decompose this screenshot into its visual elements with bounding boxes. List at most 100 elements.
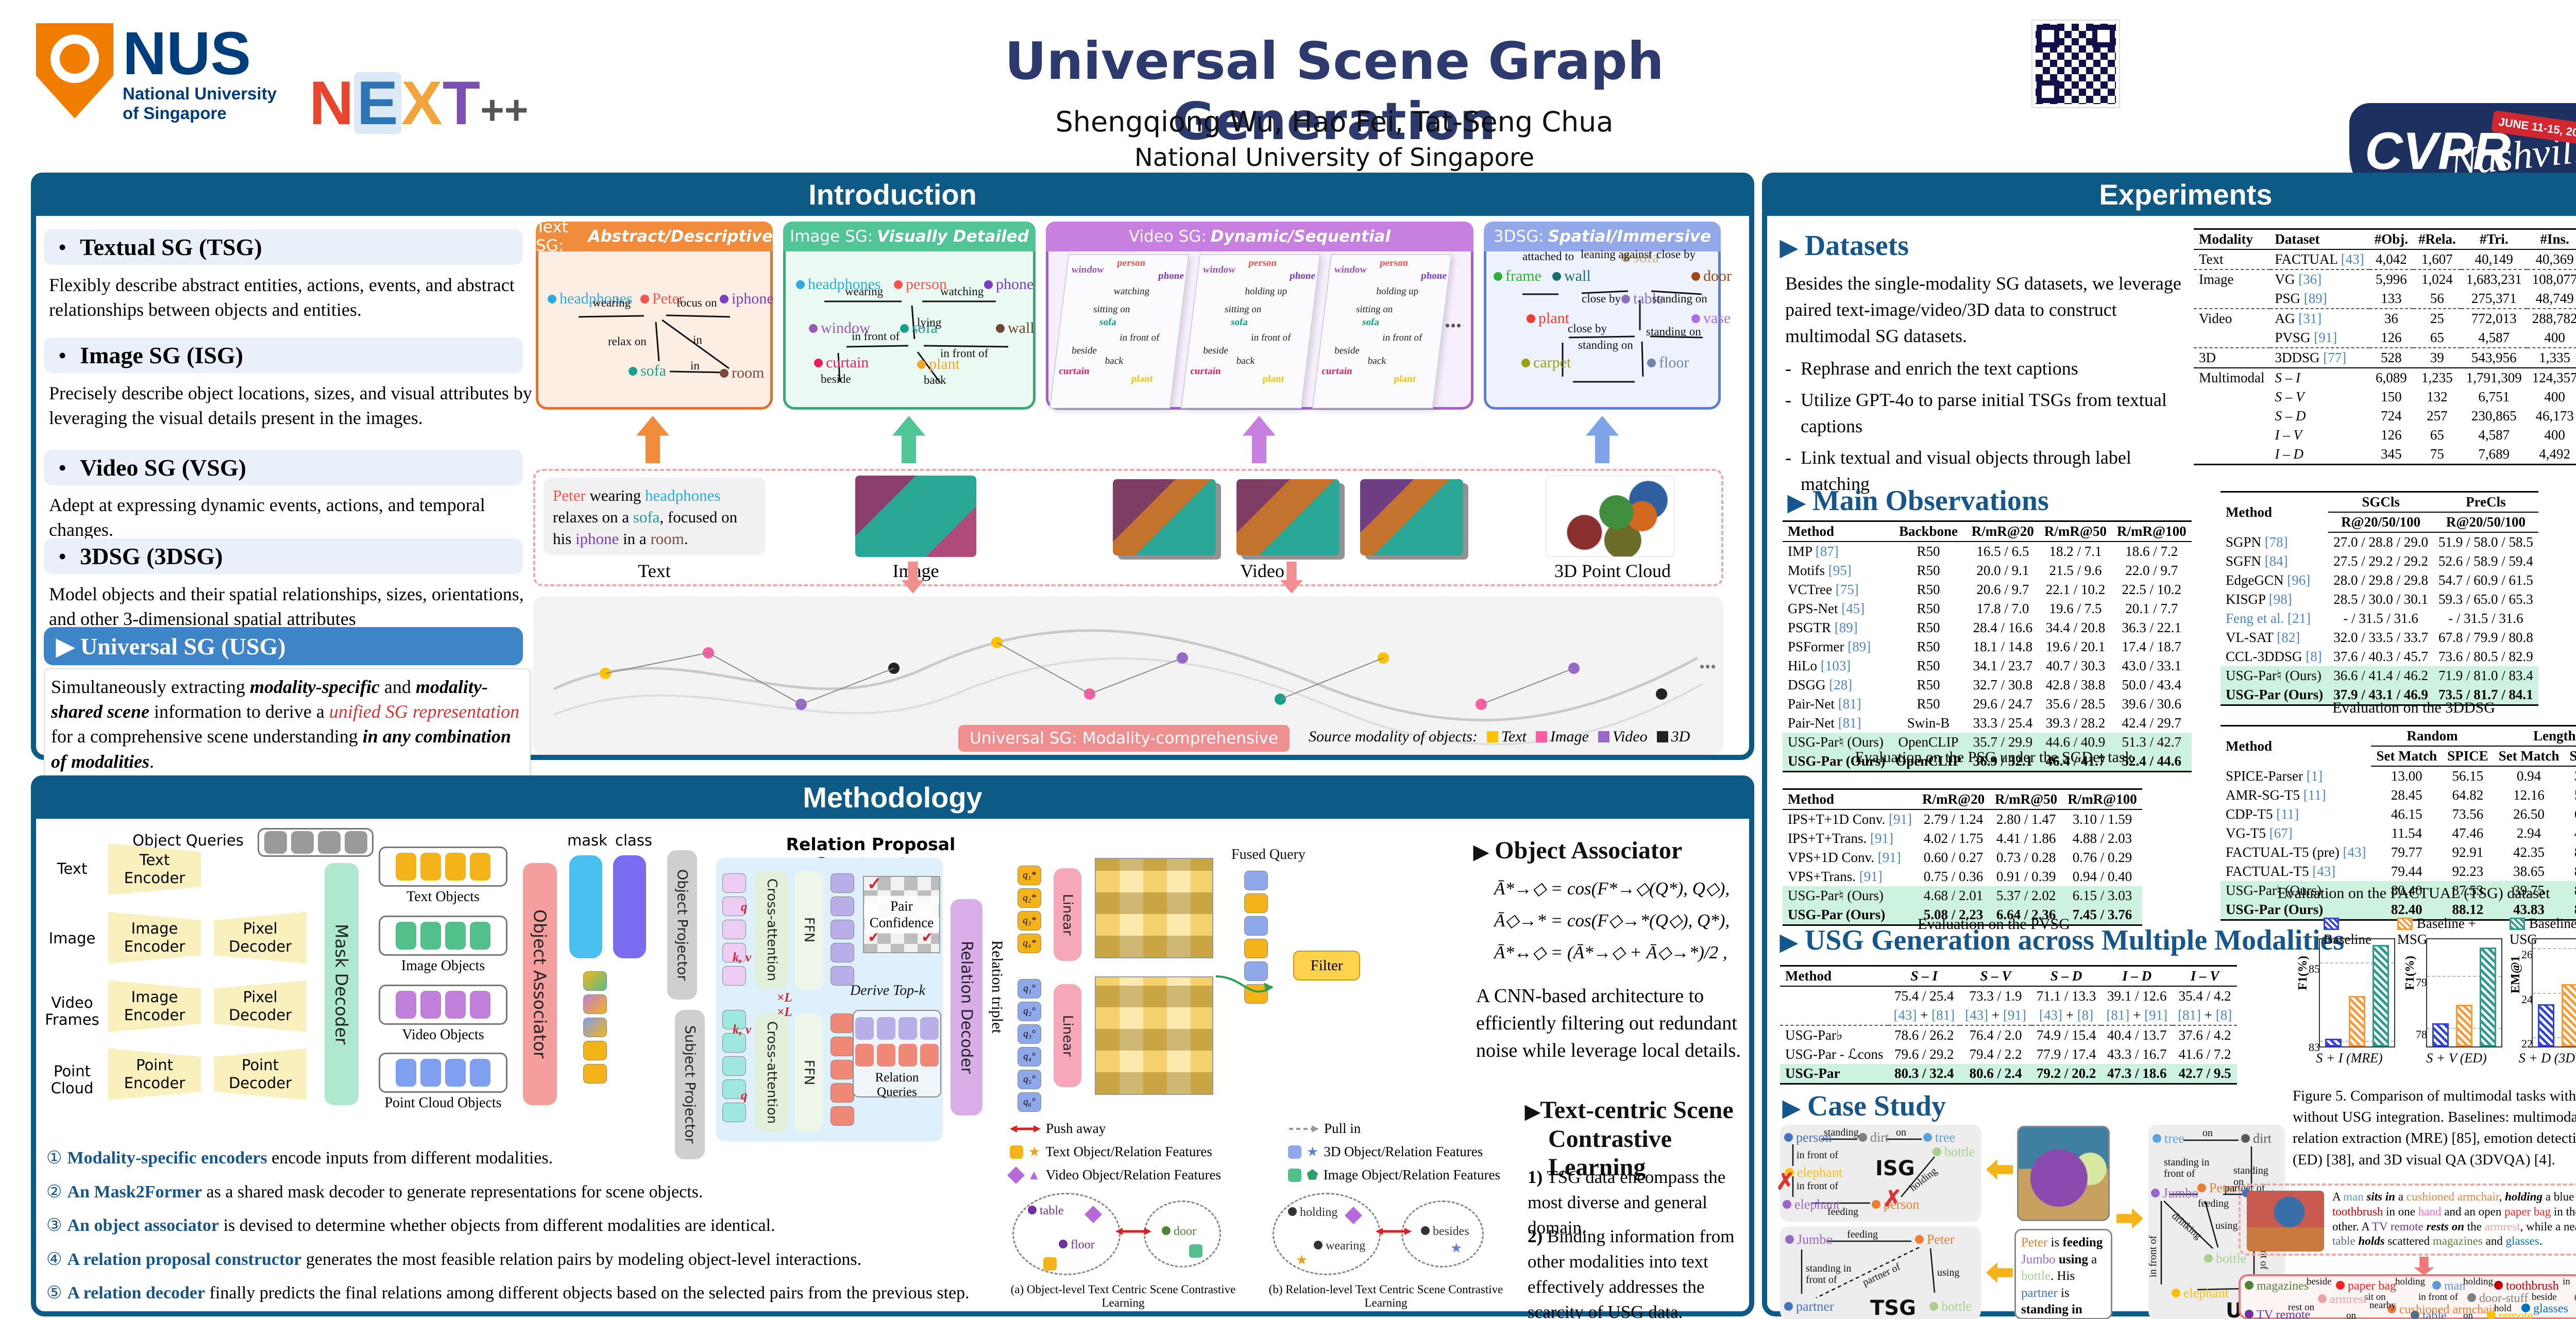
graph-node: dirt xyxy=(2241,1131,2272,1146)
threedsg-panel: 3DSG: Spatial/Immersive frame wall sofa d… xyxy=(1484,222,1732,410)
case-center-text: Peter is feeding Jumbo using a bottle. H… xyxy=(2014,1229,2112,1319)
table-row: FACTUAL-T5 (pre) [43]79.7792.9142.3582.4… xyxy=(2226,844,2576,860)
contrastive-b-circle-1 xyxy=(1273,1193,1381,1275)
text-sample: Peter wearing headphones relaxes on a so… xyxy=(544,478,765,555)
intro-item-vsg-desc: Adept at expressing dynamic events, acti… xyxy=(49,495,485,540)
bar xyxy=(2538,1004,2554,1046)
edge-label: in xyxy=(690,359,700,372)
pvsg-caption: Evaluation on the PVSG xyxy=(1918,916,2070,933)
nus-acronym: NUS xyxy=(123,20,251,88)
graph-node: person xyxy=(1872,1197,1919,1212)
edge-label: on xyxy=(2202,1127,2213,1139)
table-row: USG-Par (Ours) 37.9 / 43.1 / 46.9 73.5 / 8… xyxy=(2221,685,2538,706)
psg-table: Method Backbone R/mR@20 R/mR@50 R/mR@100 IMP … xyxy=(1783,520,2192,772)
table-row: [43] + [81] [43] + [91] [43] + [8] [81] + [… xyxy=(1780,1006,2238,1026)
edge-label: beside xyxy=(2532,1292,2557,1303)
edge-label: attached to xyxy=(1522,250,1574,263)
methodology-header: Methodology xyxy=(31,775,1754,819)
edge-label: in front of xyxy=(940,347,989,360)
graph-node: table xyxy=(2411,1309,2447,1319)
bar xyxy=(2480,948,2496,1046)
vsg-frame: window person phone sofa curtain plant holding… xyxy=(1312,254,1452,409)
table-row: USG-Par 80.3 / 32.4 80.6 / 2.4 79.2 / 20.2 4… xyxy=(1780,1064,2238,1085)
bar xyxy=(2456,1005,2472,1046)
graph-node: bottle xyxy=(2204,1251,2246,1266)
subject-projector-bar: Subject Projector xyxy=(675,1010,705,1159)
graph-node: remote xyxy=(2487,1309,2533,1319)
xl-label-2: ×L xyxy=(777,1005,792,1019)
edge-label: in front of xyxy=(1797,1180,1839,1192)
object-queries-box xyxy=(258,828,374,857)
video-frame-1 xyxy=(1113,479,1216,555)
edge-label: sit on xyxy=(2364,1292,2386,1303)
graph-node: wearing xyxy=(1314,1239,1365,1253)
intro-usg-title: ▶ Universal SG (USG) xyxy=(44,627,523,665)
image-thumbnail xyxy=(855,476,976,557)
graph-node: Jumbo xyxy=(2151,1186,2198,1201)
next-plusplus: ++ xyxy=(480,87,529,133)
graph-node: table xyxy=(1028,1204,1064,1218)
graph-node: man xyxy=(2432,1279,2465,1293)
table-row: IMP [87] R50 16.5 / 6.5 18.2 / 7.1 18.6 / 7.… xyxy=(1788,544,2178,559)
cvpr-brand: CVPR xyxy=(2365,122,2511,180)
table-row: SGFN [84] 27.5 / 29.2 / 29.2 52.6 / 58.9 /… xyxy=(2226,553,2533,569)
graph-node: door-stuff xyxy=(2467,1292,2528,1306)
bar xyxy=(2562,984,2576,1046)
point-encoder: Point Encoder xyxy=(108,1049,201,1100)
graph-node: tree xyxy=(2153,1131,2184,1146)
case-right-text: A man sits in a cushioned armchair, hold… xyxy=(2332,1190,2576,1248)
graph-node: table xyxy=(1621,290,1663,308)
graph-node: toothbrush xyxy=(2494,1279,2559,1293)
arrow-up-text xyxy=(636,416,669,463)
pvsg-table: Method R/mR@20 R/mR@50 R/mR@100 IPS+T+1D Con… xyxy=(1783,788,2142,926)
mask-label: mask xyxy=(567,832,607,849)
pointcloud-objects-label: Point Cloud Objects xyxy=(384,1095,502,1111)
input-pointcloud-label: Point Cloud xyxy=(50,1062,94,1097)
case-isg-graph: person standing dirt on tree in front of… xyxy=(1776,1125,1981,1222)
object-queries-label: Object Queries xyxy=(132,832,244,849)
graph-node: paper bag xyxy=(2336,1279,2396,1293)
intro-item-tsg-title: • Textual SG (TSG) xyxy=(44,229,523,265)
nus-line2: of Singapore xyxy=(123,103,227,123)
legend-push-away: Push away xyxy=(1010,1121,1106,1137)
graph-node: person xyxy=(894,276,947,293)
nus-logo: NUS National University of Singapore xyxy=(36,23,277,123)
graph-node: Jumbo xyxy=(1785,1232,1833,1247)
legend-3d-features: ★ 3D Object/Relation Features xyxy=(1288,1144,1483,1160)
case-right-input: A man sits in a cushioned armchair, hold… xyxy=(2239,1183,2576,1256)
graph-node: Peter xyxy=(1915,1232,1954,1247)
poster-authors: Shengqiong Wu, Hao Fei, Tat-Seng Chua xyxy=(1055,106,1614,138)
table-row: Video AG [31] 36 25 772,013 288,782 xyxy=(2199,311,2576,326)
graph-node: wall xyxy=(2574,1292,2576,1306)
bar xyxy=(2325,1038,2342,1046)
object-projector-bar: Object Projector xyxy=(667,850,697,1000)
intro-item-3dsg-title: • 3DSG (3DSG) xyxy=(44,538,523,574)
edge-label: holding xyxy=(2463,1276,2494,1287)
table-row: GPS-Net [45] R50 17.8 / 7.0 19.6 / 7.5 20.1 … xyxy=(1788,601,2178,616)
methodology-step: ② An Mask2Former as a shared mask decoder… xyxy=(46,1181,703,1202)
intro-item-isg-title: • Image SG (ISG) xyxy=(44,337,523,373)
methodology-step: ③ An object associator is devised to dete… xyxy=(46,1215,775,1236)
table-row: USG-Par♮ (Ours) 4.68 / 2.01 5.37 / 2.02 6.1… xyxy=(1783,886,2142,905)
table-row: KISGP [98] 28.5 / 30.0 / 30.1 59.3 / 65.0 … xyxy=(2226,591,2533,607)
table-row: CCL-3DDSG [8] 37.6 / 40.3 / 45.7 73.6 / 80… xyxy=(2226,649,2533,664)
next-letter-n: N xyxy=(309,69,354,138)
edge-label: close by xyxy=(1656,248,1696,261)
graph-node: iphone xyxy=(720,290,774,308)
graph-node: phone xyxy=(984,276,1033,293)
image-encoder: Image Encoder xyxy=(108,912,201,963)
table-row: VL-SAT [82] 32.0 / 33.5 / 33.7 67.8 / 79.9… xyxy=(2226,630,2533,645)
experiments-panel: Experiments ▶ Datasets Besides the single… xyxy=(1762,173,2576,1319)
text-encoder: Text Encoder xyxy=(108,843,201,895)
input-text-label: Text xyxy=(57,860,88,877)
usg-band-label: Universal SG: Modality-comprehensive xyxy=(958,725,1290,752)
edge-label: feeding xyxy=(1827,1206,1858,1217)
graph-node: window xyxy=(809,319,871,337)
pointcloud-objects-box xyxy=(379,1053,507,1093)
table-row: PVSG [91] 126 65 4,587 400 xyxy=(2194,328,2576,348)
table-row: SGPN [78] 27.0 / 28.8 / 29.0 51.9 / 58.0 /… xyxy=(2226,534,2533,550)
